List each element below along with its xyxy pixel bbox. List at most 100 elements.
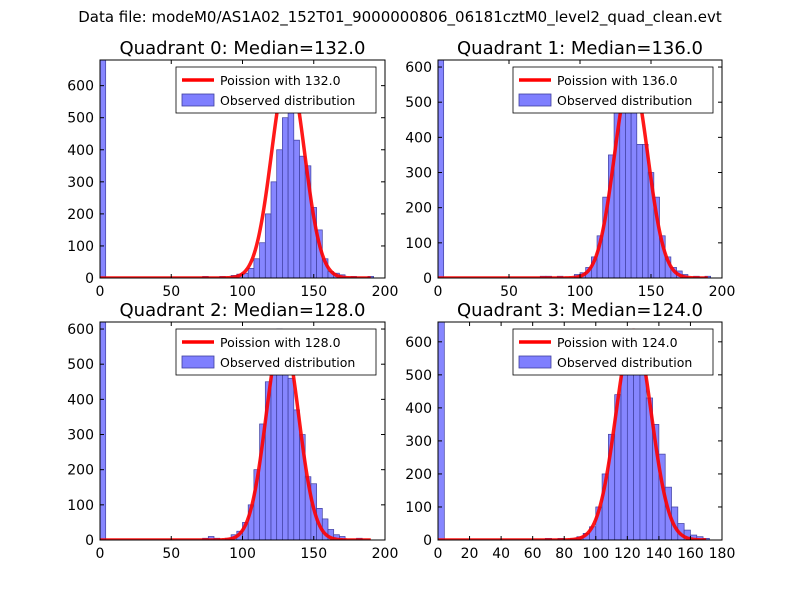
y-tick-label: 400: [405, 130, 432, 146]
legend-entry-fit: Poission with 124.0: [557, 335, 678, 350]
histogram-bar: [438, 60, 445, 278]
x-tick-label: 180: [709, 546, 736, 562]
x-tick-label: 20: [461, 546, 479, 562]
y-tick-label: 400: [405, 401, 432, 417]
y-tick-label: 600: [405, 60, 432, 76]
x-tick-label: 50: [162, 284, 180, 300]
x-tick-label: 80: [555, 546, 573, 562]
y-tick-label: 300: [67, 175, 94, 191]
y-tick-label: 0: [423, 271, 432, 287]
y-tick-label: 200: [67, 207, 94, 223]
y-tick-label: 100: [67, 239, 94, 255]
legend-entry-observed: Observed distribution: [220, 355, 355, 370]
x-tick-label: 150: [300, 284, 327, 300]
y-tick-label: 100: [67, 498, 94, 514]
legend: Poission with 128.0 Observed distribution: [175, 328, 377, 376]
histogram-bar: [287, 91, 295, 278]
x-tick-label: 150: [638, 284, 665, 300]
legend-entry-observed: Observed distribution: [557, 355, 692, 370]
x-tick-label: 200: [709, 284, 736, 300]
y-tick-label: 500: [405, 368, 432, 384]
subplot-title: Quadrant 3: Median=124.0: [457, 300, 703, 321]
y-tick-label: 0: [85, 271, 94, 287]
y-tick-label: 300: [405, 166, 432, 182]
histogram-bar: [253, 258, 260, 278]
histogram-bar: [438, 322, 445, 540]
histogram-bar: [287, 377, 295, 540]
y-tick-label: 300: [405, 434, 432, 450]
histogram-bar: [276, 149, 283, 278]
histogram: [438, 60, 711, 278]
y-tick-label: 300: [67, 428, 94, 444]
y-tick-label: 100: [405, 236, 432, 252]
x-tick-label: 140: [646, 546, 673, 562]
histogram-bar: [636, 144, 643, 278]
histogram-bar: [282, 117, 289, 278]
legend-entry-fit: Poission with 132.0: [220, 73, 341, 88]
x-tick-label: 60: [524, 546, 542, 562]
histogram-bar: [293, 139, 300, 278]
y-tick-label: 400: [67, 392, 94, 408]
subplot-title: Quadrant 0: Median=132.0: [120, 38, 366, 59]
y-tick-label: 100: [405, 500, 432, 516]
y-tick-label: 500: [67, 111, 94, 127]
legend-bar-swatch: [181, 93, 215, 107]
legend: Poission with 136.0 Observed distribution: [512, 66, 714, 114]
subplot-title: Quadrant 2: Median=128.0: [120, 300, 366, 321]
legend-bar-swatch: [181, 355, 215, 369]
axes-frame: [437, 321, 723, 541]
x-tick-label: 200: [372, 546, 399, 562]
legend: Poission with 124.0 Observed distribution: [512, 328, 714, 376]
x-tick-label: 100: [582, 546, 609, 562]
histogram-bar: [270, 181, 278, 278]
legend-entry-fit: Poission with 136.0: [557, 73, 678, 88]
x-tick-label: 0: [434, 284, 443, 300]
y-tick-label: 200: [405, 467, 432, 483]
x-tick-label: 40: [492, 546, 510, 562]
histogram-bar: [100, 60, 107, 278]
x-tick-label: 0: [96, 284, 105, 300]
quadrant-2-axes: 0 50 100 150 200 0 100 200 300 400 500 600 Quadrant …: [67, 300, 398, 562]
legend-entry-observed: Observed distribution: [220, 93, 355, 108]
y-tick-label: 200: [67, 463, 94, 479]
legend-bar-swatch: [518, 355, 552, 369]
histogram-bar: [100, 322, 107, 540]
legend-entry-observed: Observed distribution: [557, 93, 692, 108]
x-tick-label: 120: [614, 546, 641, 562]
y-tick-label: 0: [85, 533, 94, 549]
quadrant-3-axes: 0 20 40 60 80 100 120 140 160 180 0 100 200 300 400 500…: [405, 300, 735, 562]
histogram-bar: [620, 367, 628, 540]
y-tick-label: 0: [423, 533, 432, 549]
y-tick-label: 600: [67, 322, 94, 338]
x-tick-label: 50: [500, 284, 518, 300]
quadrant-1-axes: 0 50 100 150 200 0 100 200 300 400 500 600 Quadrant …: [405, 38, 735, 300]
x-tick-label: 160: [677, 546, 704, 562]
histogram-bar: [626, 348, 634, 540]
y-tick-label: 600: [405, 335, 432, 351]
histogram-bar: [264, 213, 272, 278]
x-tick-label: 200: [372, 284, 399, 300]
y-tick-label: 200: [405, 201, 432, 217]
poisson-fit-line: [100, 330, 372, 540]
figure-suptitle: Data file: modeM0/AS1A02_152T01_90000008…: [78, 8, 722, 26]
poisson-fit-line: [100, 67, 372, 278]
x-tick-label: 0: [434, 546, 443, 562]
legend: Poission with 132.0 Observed distribution: [175, 66, 377, 114]
x-tick-label: 50: [162, 546, 180, 562]
y-tick-label: 500: [405, 95, 432, 111]
y-tick-label: 400: [67, 143, 94, 159]
subplot-title: Quadrant 1: Median=136.0: [457, 38, 703, 59]
histogram-bar: [293, 409, 300, 540]
legend-entry-fit: Poission with 128.0: [220, 335, 341, 350]
histogram-bar: [299, 155, 306, 278]
y-tick-label: 500: [67, 357, 94, 373]
histogram-bar: [259, 242, 266, 278]
x-tick-label: 100: [229, 546, 256, 562]
x-tick-label: 100: [229, 284, 256, 300]
x-tick-label: 100: [567, 284, 594, 300]
legend-bar-swatch: [518, 93, 552, 107]
x-tick-label: 0: [96, 546, 105, 562]
histogram-bar: [247, 268, 255, 278]
